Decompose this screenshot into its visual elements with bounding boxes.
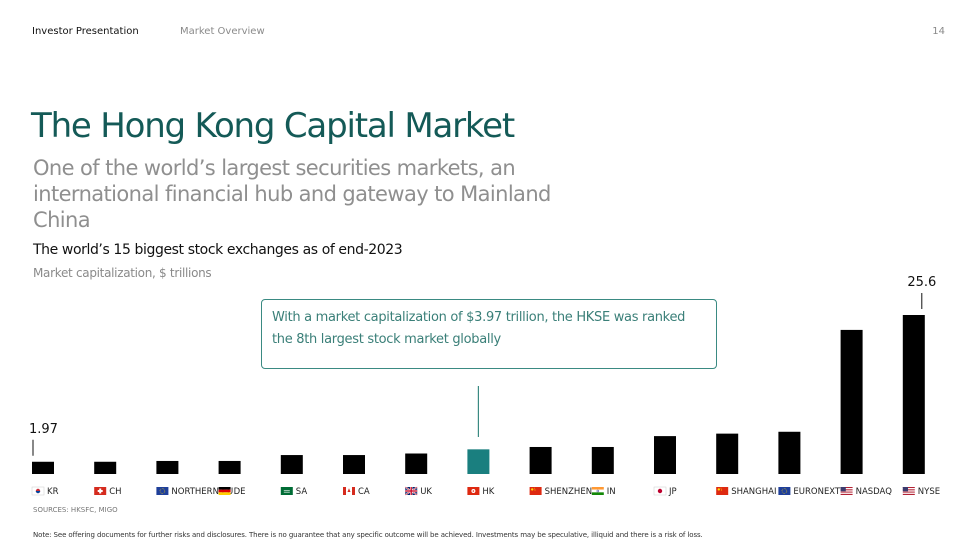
doc-title: Investor Presentation <box>32 26 139 37</box>
category-label: CA <box>358 487 370 497</box>
page-subtitle: One of the world’s largest securities ma… <box>33 156 551 232</box>
bar-sa <box>280 455 303 474</box>
ch-flag-icon <box>94 487 107 495</box>
bar-kr <box>32 461 54 474</box>
category-label: SHANGHAI <box>731 487 776 497</box>
us-flag-icon <box>840 487 853 495</box>
sources: SOURCES: HKSFC, MIGO <box>33 506 118 514</box>
category-label: DE <box>234 487 246 497</box>
us-flag-icon <box>902 487 915 495</box>
kr-flag-icon <box>31 486 45 496</box>
category-label: NORTHERN EU <box>171 487 233 497</box>
eu-flag-icon <box>156 487 169 495</box>
category-label: NASDAQ <box>856 487 893 497</box>
section-label: Market Overview <box>180 26 265 37</box>
category-label: SHENZHEN <box>545 487 592 497</box>
in-flag-icon <box>591 487 604 495</box>
de-flag-icon <box>218 487 231 495</box>
bar-hk <box>467 449 490 474</box>
category-label: IN <box>607 487 616 497</box>
bar-northern-eu <box>156 460 179 474</box>
sa-flag-icon <box>280 487 293 495</box>
category-label: SA <box>296 487 308 497</box>
bar-shenzhen <box>529 446 552 474</box>
page-number: 14 <box>932 26 945 37</box>
bar-ch <box>94 461 117 474</box>
eu-flag-icon <box>778 487 791 495</box>
chart-subtitle: Market capitalization, $ trillions <box>33 266 212 280</box>
category-label: UK <box>420 487 432 497</box>
bar-in <box>591 446 614 474</box>
ca-flag-icon <box>343 487 355 495</box>
uk-flag-icon <box>404 486 418 496</box>
bar-shanghai <box>716 433 739 474</box>
data-label: 1.97 <box>29 422 58 437</box>
bar-uk <box>405 453 428 474</box>
hk-flag-icon <box>467 487 480 495</box>
page-title: The Hong Kong Capital Market <box>31 106 515 146</box>
cn-flag-icon <box>529 487 542 495</box>
bar-ca <box>343 455 365 474</box>
bar-nyse <box>902 315 925 474</box>
data-label: 25.6 <box>907 275 936 290</box>
bar-de <box>218 460 241 474</box>
bar-jp <box>654 436 676 474</box>
category-label: HK <box>482 487 494 497</box>
bar-euronext <box>778 431 801 474</box>
category-label: CH <box>109 487 121 497</box>
bar-nasdaq <box>840 329 863 474</box>
cn-flag-icon <box>716 487 729 495</box>
category-label: EURONEXT <box>793 487 841 497</box>
disclaimer-note: Note: See offering documents for further… <box>33 531 703 539</box>
chart-title: The world’s 15 biggest stock exchanges a… <box>33 242 403 258</box>
category-label: NYSE <box>918 487 940 497</box>
category-label: JP <box>668 487 677 497</box>
category-label: KR <box>47 487 59 497</box>
callout-box: With a market capitalization of $3.97 tr… <box>261 299 717 369</box>
jp-flag-icon <box>653 486 667 496</box>
